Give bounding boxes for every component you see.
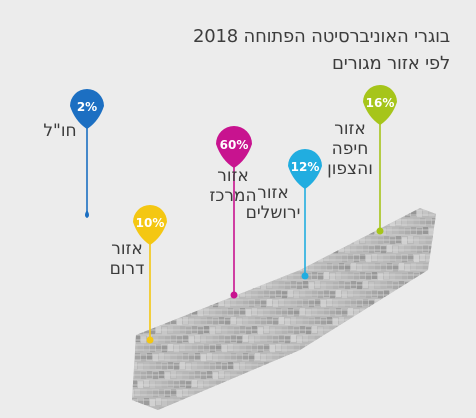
chart-title: בוגרי האוניברסיטה הפתוחה 2018 bbox=[193, 26, 450, 47]
category-label: ירושלים bbox=[246, 203, 301, 223]
category-label: המרכז bbox=[209, 186, 256, 206]
pin-1: 2%חו"ל bbox=[43, 89, 104, 218]
pin-head bbox=[288, 149, 322, 189]
pin-head bbox=[70, 89, 104, 129]
category-label: אזור bbox=[111, 239, 142, 259]
value-label: 10% bbox=[136, 216, 165, 230]
category-label: חו"ל bbox=[43, 121, 76, 141]
pin-head bbox=[133, 205, 167, 245]
category-label: חיפה bbox=[332, 139, 369, 159]
pin-base bbox=[146, 336, 154, 344]
pin-base bbox=[85, 210, 89, 218]
category-label: אזור bbox=[257, 183, 288, 203]
value-label: 60% bbox=[220, 138, 249, 152]
category-label: אזור bbox=[217, 166, 248, 186]
category-label: והצפון bbox=[327, 159, 373, 179]
pin-base bbox=[230, 291, 238, 299]
chart-subtitle: לפי אזור מגורים bbox=[332, 53, 450, 74]
pin-base bbox=[376, 227, 384, 235]
pin-head bbox=[363, 85, 397, 125]
pin-head bbox=[216, 126, 252, 168]
pin-base bbox=[301, 272, 309, 280]
category-label: דרום bbox=[110, 259, 145, 279]
value-label: 12% bbox=[291, 160, 320, 174]
value-label: 16% bbox=[366, 96, 395, 110]
value-label: 2% bbox=[77, 100, 97, 114]
category-label: אזור bbox=[334, 119, 365, 139]
